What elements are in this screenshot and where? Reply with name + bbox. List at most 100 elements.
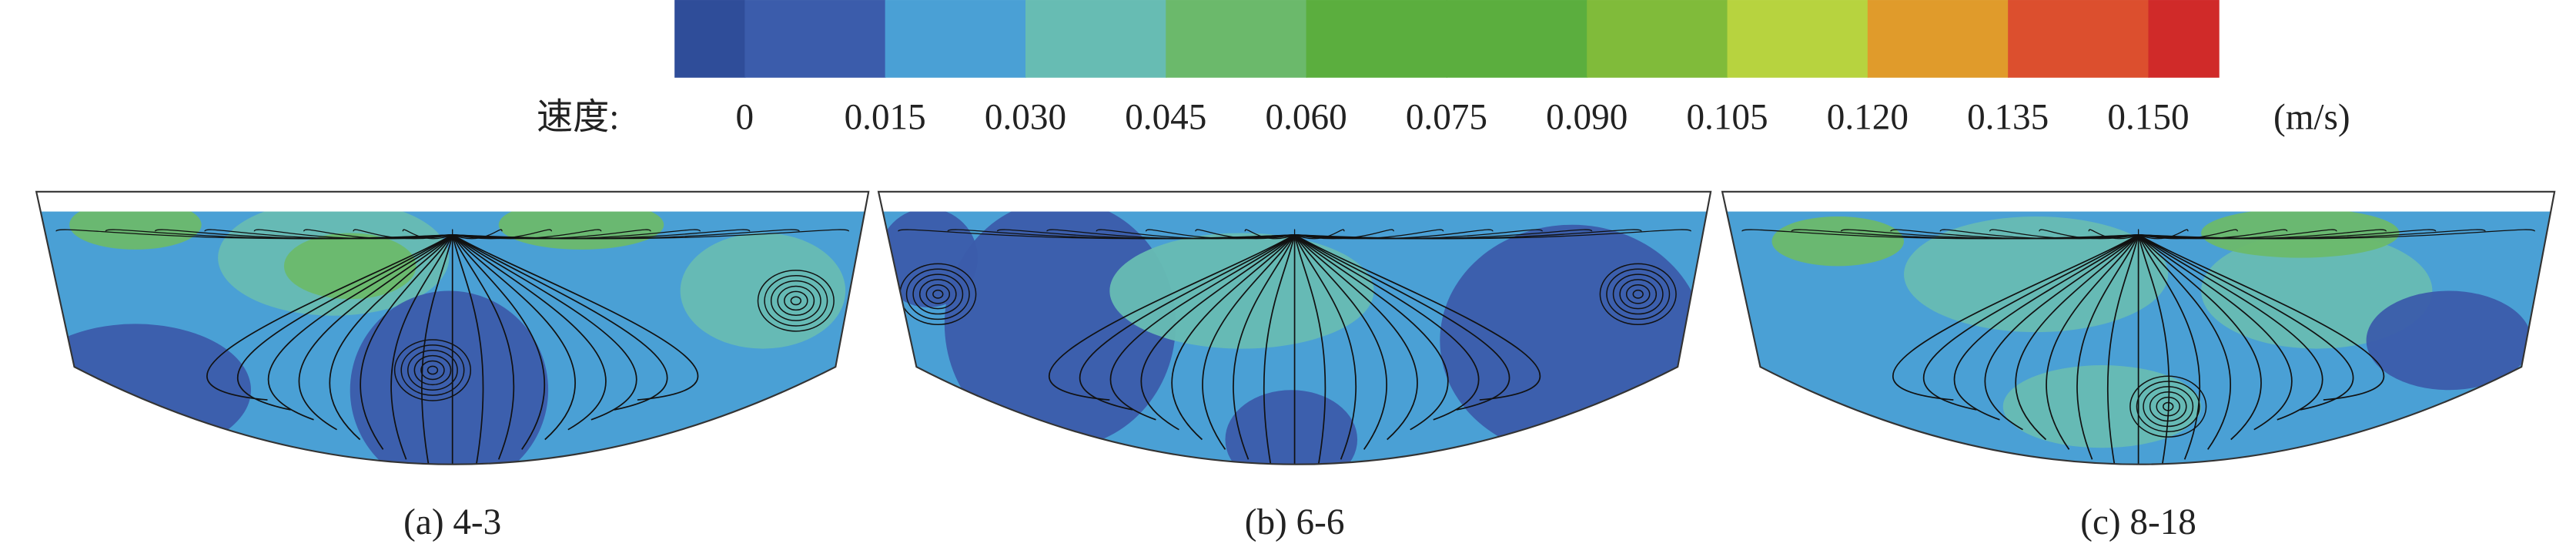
flow-panel: [1722, 191, 2555, 465]
streamline: [1294, 233, 1541, 401]
streamline: [1953, 233, 2139, 421]
streamline: [1140, 233, 1296, 431]
colorbar-tick-label: 0.060: [1266, 97, 1347, 137]
velocity-region: [944, 200, 1176, 448]
streamline: [2039, 229, 2139, 240]
free-surface: [1722, 191, 2555, 212]
streamline: [1202, 234, 1296, 450]
streamline: [452, 229, 553, 240]
streamline: [2076, 234, 2139, 460]
velocity-region: [1771, 216, 1905, 267]
vortex-line: [912, 274, 964, 315]
panel-outline: [877, 190, 1712, 465]
streamline: [1293, 234, 1418, 441]
vortex-line: [1625, 284, 1651, 304]
streamline: [1294, 229, 1444, 240]
colorbar-segment: [2008, 0, 2149, 78]
velocity-region: [680, 233, 846, 349]
flow-panel: [36, 191, 869, 465]
vortex-line: [925, 284, 951, 304]
colorbar-segment: [1446, 0, 1588, 78]
streamline: [452, 233, 699, 401]
streamline: [1989, 229, 2139, 240]
colorbar-tick-label: 0.120: [1827, 97, 1909, 137]
colorbar-tick-label: 0.015: [845, 97, 926, 137]
vortex-line: [420, 360, 445, 381]
vortex-line: [407, 349, 458, 391]
panel-label: (b) 6-6: [1245, 502, 1345, 542]
free-surface: [36, 191, 869, 212]
colorbar-label: 速度:: [537, 97, 619, 137]
streamline: [1294, 229, 1345, 240]
velocity-region: [1440, 224, 1705, 457]
vortex-line: [427, 365, 439, 375]
streamline: [1145, 229, 1295, 240]
streamline: [303, 229, 453, 240]
vortex-line: [777, 285, 815, 317]
streamline: [1195, 229, 1295, 240]
streamline: [1171, 234, 1296, 441]
colorbar-unit: (m/s): [2273, 97, 2350, 137]
vortex-line: [790, 296, 802, 306]
streamline: [236, 233, 453, 411]
streamline: [1079, 233, 1296, 411]
colorbar-segment: [1867, 0, 2009, 78]
streamline: [1293, 234, 1357, 460]
streamline: [1294, 233, 1510, 411]
streamline: [2138, 233, 2384, 401]
streamline: [402, 229, 453, 240]
streamline: [451, 234, 484, 465]
colorbar-segment: [1587, 0, 1728, 78]
colorbar-segment: [1025, 0, 1167, 78]
streamline: [360, 234, 453, 450]
streamline: [2015, 234, 2139, 441]
streamline: [1244, 229, 1295, 240]
colorbar-segment: [1306, 0, 1447, 78]
velocity-region: [350, 290, 549, 465]
streamline: [267, 233, 453, 421]
streamline: [452, 229, 503, 240]
velocity-region: [283, 233, 417, 300]
vortex-line: [1612, 274, 1664, 315]
colorbar-segment: [744, 0, 886, 78]
streamline: [452, 234, 576, 441]
colorbar-segment: [885, 0, 1027, 78]
vortex-line: [2149, 391, 2187, 422]
vortex-line: [1599, 263, 1677, 326]
streamline: [2088, 229, 2139, 240]
colorbar-tick-label: 0.090: [1546, 97, 1628, 137]
streamline: [452, 229, 850, 240]
colorbar-segment: [1727, 0, 1868, 78]
streamline: [2138, 233, 2323, 421]
streamline: [2106, 234, 2139, 465]
streamline: [2138, 233, 2293, 431]
colorbar-segment: [1166, 0, 1307, 78]
streamline: [2138, 229, 2536, 240]
flow-panel: [878, 191, 1711, 465]
streamline: [2138, 229, 2189, 240]
vortex-line: [413, 354, 452, 386]
streamline: [2138, 229, 2238, 240]
vortex-line: [1619, 279, 1658, 310]
vortex-line: [764, 275, 828, 327]
vortex-line: [2136, 381, 2200, 433]
panel-label: (c) 8-18: [2080, 502, 2196, 542]
panel-outline: [35, 190, 870, 465]
panel-label: (a) 4-3: [403, 502, 501, 542]
streamline: [452, 233, 637, 421]
colorbar-tick-label: 0.045: [1125, 97, 1206, 137]
streamline: [206, 233, 453, 401]
free-surface: [878, 191, 1711, 212]
streamline: [421, 234, 453, 465]
streamline: [452, 233, 607, 431]
streamline: [451, 234, 545, 450]
velocity-region: [1225, 390, 1358, 465]
vortex-line: [2143, 386, 2194, 428]
vortex-line: [2129, 375, 2207, 438]
vortex-line: [1606, 268, 1671, 320]
velocity-region: [2366, 290, 2532, 391]
vortex-line: [2156, 396, 2180, 417]
streamline: [1293, 234, 1387, 450]
